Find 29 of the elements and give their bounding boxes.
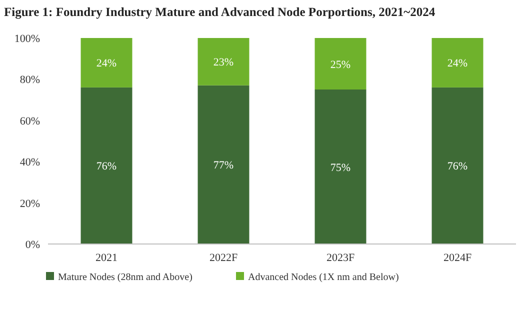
legend-label: Mature Nodes (28nm and Above) [58, 272, 192, 283]
data-label: 24% [96, 58, 117, 70]
bar [432, 87, 484, 244]
y-tick-label: 40% [20, 156, 40, 169]
x-tick-label: 2023F [326, 252, 355, 264]
bar [198, 38, 250, 86]
data-label: 24% [447, 58, 468, 70]
data-label: 25% [330, 58, 351, 71]
x-tick-label: 2024F [443, 252, 472, 264]
legend-label: Advanced Nodes (1X nm and Below) [248, 272, 399, 283]
y-tick-label: 80% [20, 74, 40, 86]
y-tick-label: 60% [20, 115, 40, 128]
bar [80, 38, 132, 88]
data-label: 75% [330, 162, 351, 174]
x-tick-label: 2021 [96, 252, 118, 264]
bar [198, 85, 250, 244]
data-label: 77% [213, 160, 234, 172]
y-tick-label: 100% [14, 33, 40, 45]
data-label: 76% [96, 160, 117, 173]
bar [314, 90, 366, 244]
chart-title: Figure 1: Foundry Industry Mature and Advanced Node Porportions, 2021~2024 [4, 5, 436, 19]
x-tick-label: 2022F [209, 252, 238, 264]
bar [80, 87, 132, 244]
bar [432, 38, 484, 88]
y-tick-label: 0% [25, 239, 40, 251]
bar [314, 38, 366, 90]
data-label: 23% [213, 56, 234, 69]
data-label: 76% [447, 160, 468, 173]
y-tick-label: 20% [20, 198, 40, 210]
